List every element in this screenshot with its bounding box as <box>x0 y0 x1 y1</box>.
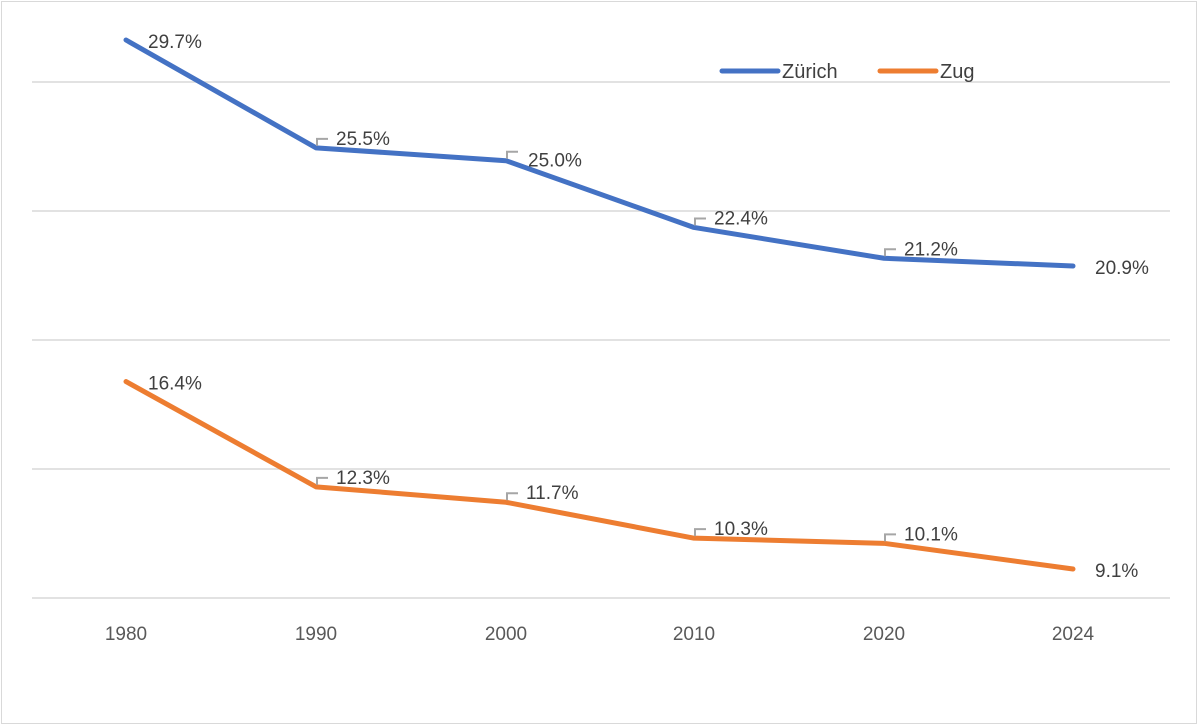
label-leader <box>506 150 518 159</box>
legend-label: Zürich <box>782 61 838 83</box>
x-tick-label: 1980 <box>105 624 147 645</box>
label-leader <box>506 492 518 501</box>
legend: Zürich Zug <box>719 61 974 83</box>
x-tick-label: 2024 <box>1052 624 1095 645</box>
data-label: 10.3% <box>714 519 768 540</box>
label-leader <box>884 248 896 257</box>
series-line-zurich <box>123 37 1076 269</box>
data-label: 25.5% <box>336 129 390 150</box>
label-leader <box>316 476 328 485</box>
data-label: 22.4% <box>714 208 768 229</box>
data-label: 16.4% <box>148 374 202 395</box>
x-tick-label: 1990 <box>295 624 337 645</box>
label-leader <box>694 217 706 226</box>
data-label: 9.1% <box>1095 561 1138 582</box>
label-leader <box>884 533 896 542</box>
data-label: 20.9% <box>1095 258 1149 279</box>
label-leader <box>316 137 328 146</box>
data-label: 11.7% <box>526 483 579 504</box>
gridlines <box>32 81 1170 599</box>
legend-label: Zug <box>940 61 974 83</box>
x-axis-ticks: 1980 1990 2000 2010 2020 2024 <box>105 624 1095 645</box>
data-label: 10.1% <box>904 524 958 545</box>
data-label: 29.7% <box>148 32 202 53</box>
x-tick-label: 2010 <box>673 624 715 645</box>
data-labels: 29.7% 25.5% 25.0% 22.4% 21.2% 20.9% 16.4% 12.3%… <box>148 32 1149 582</box>
data-label: 12.3% <box>336 468 390 489</box>
data-label: 25.0% <box>528 151 582 172</box>
series-lines <box>123 37 1076 572</box>
x-tick-label: 2020 <box>863 624 905 645</box>
label-leader <box>694 528 706 537</box>
x-tick-label: 2000 <box>485 624 527 645</box>
series-line-zug <box>123 379 1076 572</box>
data-label: 21.2% <box>904 239 958 260</box>
